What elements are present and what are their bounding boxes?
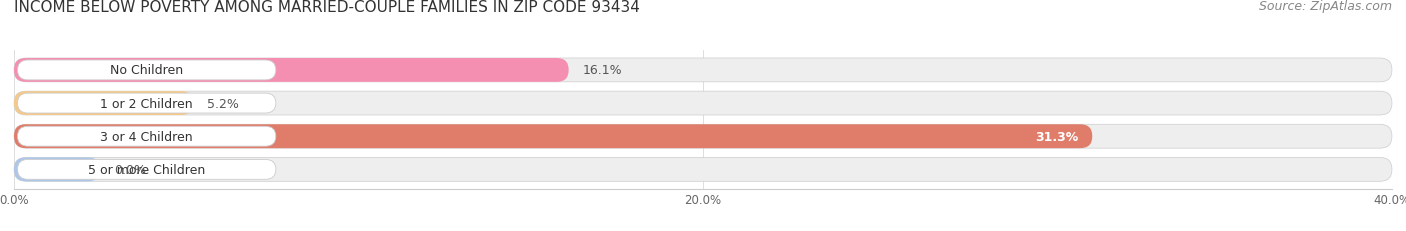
Text: 1 or 2 Children: 1 or 2 Children bbox=[100, 97, 193, 110]
Text: 0.0%: 0.0% bbox=[114, 163, 146, 176]
Text: 16.1%: 16.1% bbox=[582, 64, 621, 77]
FancyBboxPatch shape bbox=[17, 127, 276, 146]
Text: INCOME BELOW POVERTY AMONG MARRIED-COUPLE FAMILIES IN ZIP CODE 93434: INCOME BELOW POVERTY AMONG MARRIED-COUPL… bbox=[14, 0, 640, 15]
FancyBboxPatch shape bbox=[14, 92, 193, 116]
FancyBboxPatch shape bbox=[14, 158, 100, 182]
Text: 5.2%: 5.2% bbox=[207, 97, 239, 110]
Text: Source: ZipAtlas.com: Source: ZipAtlas.com bbox=[1258, 0, 1392, 13]
FancyBboxPatch shape bbox=[14, 125, 1392, 149]
FancyBboxPatch shape bbox=[14, 59, 568, 82]
Text: No Children: No Children bbox=[110, 64, 183, 77]
FancyBboxPatch shape bbox=[17, 94, 276, 113]
FancyBboxPatch shape bbox=[14, 125, 1092, 149]
FancyBboxPatch shape bbox=[14, 59, 1392, 82]
FancyBboxPatch shape bbox=[14, 92, 1392, 116]
Text: 5 or more Children: 5 or more Children bbox=[89, 163, 205, 176]
FancyBboxPatch shape bbox=[14, 158, 1392, 182]
FancyBboxPatch shape bbox=[17, 61, 276, 81]
Text: 31.3%: 31.3% bbox=[1035, 130, 1078, 143]
FancyBboxPatch shape bbox=[17, 160, 276, 179]
Text: 3 or 4 Children: 3 or 4 Children bbox=[100, 130, 193, 143]
